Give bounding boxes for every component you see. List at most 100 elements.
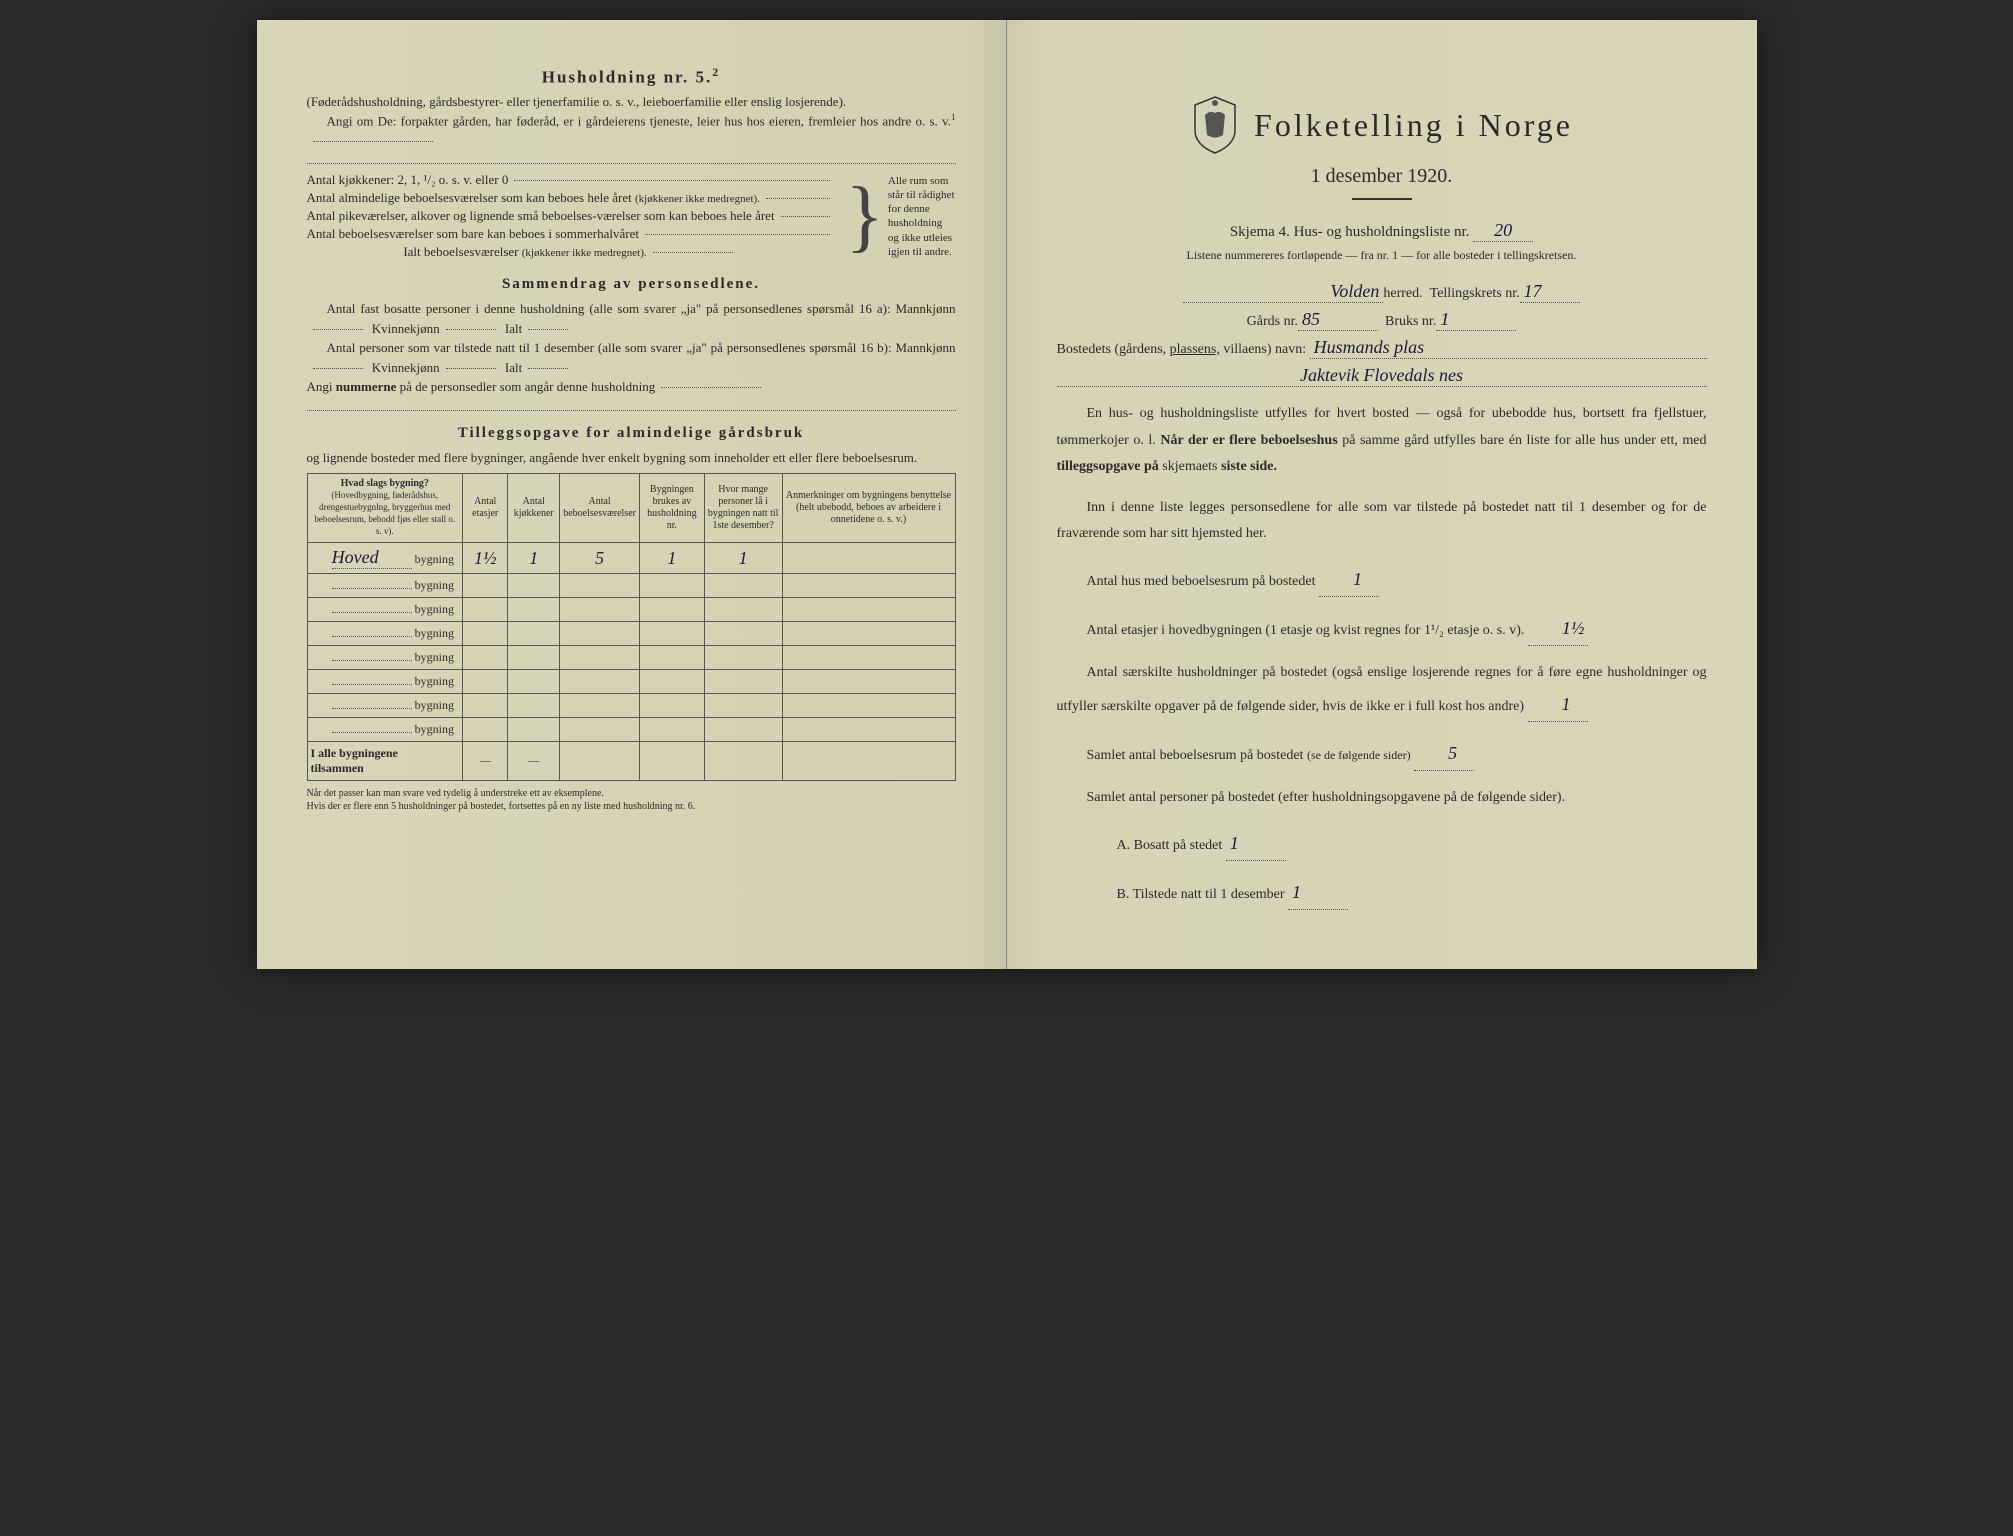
cell	[704, 646, 782, 670]
cell	[782, 598, 955, 622]
total-1: —	[463, 742, 508, 781]
cell	[782, 670, 955, 694]
cell	[782, 718, 955, 742]
fast-bosatte: Antal fast bosatte personer i denne hush…	[307, 299, 956, 338]
tillegg-sub: og lignende bosteder med flere bygninger…	[307, 448, 956, 468]
table-row: bygning	[307, 694, 955, 718]
row-label: bygning	[307, 694, 463, 718]
cell	[704, 574, 782, 598]
row-label: bygning	[307, 646, 463, 670]
th-anm: Anmerkninger om bygningens benyttelse (h…	[782, 474, 955, 543]
sammendrag-title: Sammendrag av personsedlene.	[307, 276, 956, 293]
herred-line: Volden herred. Tellingskrets nr. 17	[1057, 281, 1707, 303]
cell	[782, 543, 955, 574]
cell	[639, 574, 704, 598]
total-3	[560, 742, 640, 781]
footnote: Når det passer kan man svare ved tydelig…	[307, 787, 956, 813]
cell	[704, 694, 782, 718]
cell	[560, 622, 640, 646]
document-spread: Husholdning nr. 5.2 (Føderådshusholdning…	[257, 20, 1757, 969]
alm-line: Antal almindelige beboelsesværelser som …	[307, 190, 760, 206]
body-paragraph-1: En hus- og husholdningsliste utfylles fo…	[1057, 401, 1707, 548]
cell	[639, 622, 704, 646]
table-row: Hoved bygning1½1511	[307, 543, 955, 574]
cell	[508, 694, 560, 718]
cell: 1	[639, 543, 704, 574]
table-row: bygning	[307, 718, 955, 742]
ialt-line: Ialt beboelsesværelser (kjøkkener ikke m…	[403, 244, 646, 260]
counts-section: Antal hus med beboelsesrum på bostedet 1…	[1057, 562, 1707, 910]
cell	[508, 718, 560, 742]
cell	[508, 598, 560, 622]
row-label: bygning	[307, 598, 463, 622]
row-label: Hoved bygning	[307, 543, 463, 574]
cell	[639, 646, 704, 670]
paren-1: (Føderådshusholdning, gårdsbestyrer- ell…	[307, 92, 956, 112]
cell	[463, 646, 508, 670]
sub-date: 1 desember 1920.	[1057, 165, 1707, 188]
cell: 1½	[463, 543, 508, 574]
table-row: bygning	[307, 646, 955, 670]
tillegg-title: Tilleggsopgave for almindelige gårdsbruk	[307, 425, 956, 442]
cell	[560, 694, 640, 718]
cell	[704, 622, 782, 646]
cell	[782, 574, 955, 598]
cell	[463, 718, 508, 742]
cell	[463, 574, 508, 598]
cell	[508, 574, 560, 598]
row-label: bygning	[307, 574, 463, 598]
table-row: bygning	[307, 598, 955, 622]
table-row: bygning	[307, 622, 955, 646]
bygning-table: Hvad slags bygning?(Hovedbygning, føderå…	[307, 473, 956, 781]
cell	[560, 718, 640, 742]
sommer-line: Antal beboelsesværelser som bare kan beb…	[307, 226, 639, 242]
pike-line: Antal pikeværelser, alkover og lignende …	[307, 208, 775, 224]
th-kjokkener: Antal kjøkkener	[508, 474, 560, 543]
cell	[463, 694, 508, 718]
title-row: Folketelling i Norge	[1057, 95, 1707, 155]
cell	[704, 718, 782, 742]
angi-nummerne: Angi nummerne på de personsedler som ang…	[307, 377, 956, 397]
cell	[560, 574, 640, 598]
blank-line-2	[307, 397, 956, 411]
angi-om: Angi om De: forpakter gården, har føderå…	[307, 111, 956, 150]
table-row: bygning	[307, 574, 955, 598]
brace-caption: } Alle rum som står til rådighet for den…	[846, 170, 956, 262]
row-label: bygning	[307, 670, 463, 694]
right-page: Folketelling i Norge 1 desember 1920. Sk…	[1007, 20, 1757, 969]
bostedets-line: Bostedets (gårdens, plassens, villaens) …	[1057, 337, 1707, 359]
row-label: bygning	[307, 622, 463, 646]
cell	[463, 670, 508, 694]
crest-icon	[1190, 95, 1240, 155]
cell: 1	[704, 543, 782, 574]
total-6	[782, 742, 955, 781]
cell	[639, 718, 704, 742]
husholdning-title: Husholdning nr. 5.2	[307, 65, 956, 88]
th-hvad: Hvad slags bygning?(Hovedbygning, føderå…	[307, 474, 463, 543]
th-hvor: Hvor mange personer lå i bygningen natt …	[704, 474, 782, 543]
cell: 1	[508, 543, 560, 574]
main-title: Folketelling i Norge	[1254, 107, 1573, 144]
cell	[639, 598, 704, 622]
th-brukes: Bygningen brukes av husholdning nr.	[639, 474, 704, 543]
total-label: I alle bygningene tilsammen	[307, 742, 463, 781]
blank-line	[307, 150, 956, 164]
total-2: —	[508, 742, 560, 781]
cell	[704, 670, 782, 694]
cell	[560, 646, 640, 670]
th-etasjer: Antal etasjer	[463, 474, 508, 543]
cell	[508, 646, 560, 670]
row-label: bygning	[307, 718, 463, 742]
th-bebo: Antal beboelsesværelser	[560, 474, 640, 543]
cell	[639, 694, 704, 718]
listene: Listene nummereres fortløpende — fra nr.…	[1057, 248, 1707, 263]
cell	[782, 622, 955, 646]
cell: 5	[560, 543, 640, 574]
total-4	[639, 742, 704, 781]
divider	[1352, 198, 1412, 200]
cell	[560, 598, 640, 622]
cell	[463, 622, 508, 646]
cell	[782, 646, 955, 670]
cell	[463, 598, 508, 622]
tilstede-line: Antal personer som var tilstede natt til…	[307, 338, 956, 377]
